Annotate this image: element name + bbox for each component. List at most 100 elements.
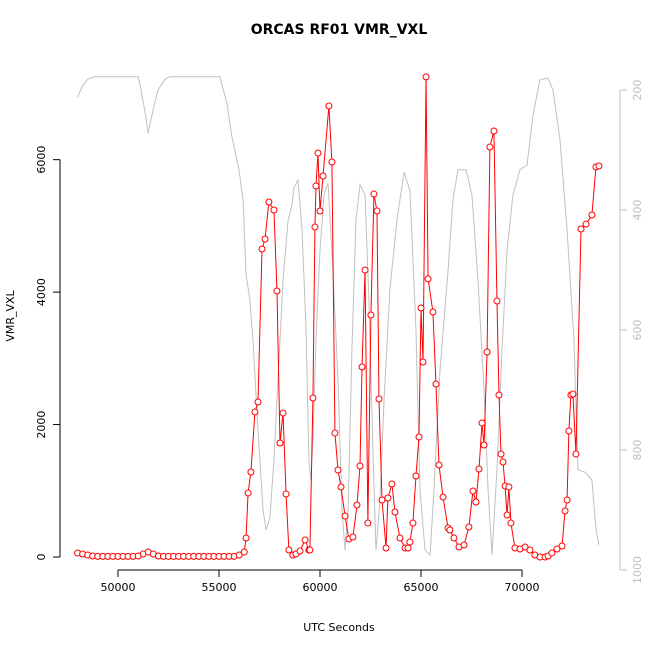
data-point [285,546,293,554]
data-point [406,538,414,546]
data-point [483,348,491,356]
data-point [493,297,501,305]
y-tick-label: 2000 [35,411,48,439]
data-point [258,245,266,253]
data-point [311,223,319,231]
data-point [325,102,333,110]
data-point [435,461,443,469]
data-point [353,501,361,509]
data-point [424,275,432,283]
data-point [384,494,392,502]
y-tick-label: 0 [35,554,48,561]
data-point [331,429,339,437]
y2-tick-label: 800 [631,440,644,461]
data-point [382,544,390,552]
data-point [282,490,290,498]
data-point [334,466,342,474]
y-tick-label: 4000 [35,278,48,306]
data-point [478,419,486,427]
data-point [558,542,566,550]
data-point [404,544,412,552]
data-point [569,390,577,398]
data-point [582,220,590,228]
data-point [526,546,534,554]
data-point [319,172,327,180]
data-point [521,543,529,551]
x-tick-label: 60000 [303,581,338,594]
data-point [242,534,250,542]
data-point [349,533,357,541]
data-point [422,73,430,81]
data-point [561,507,569,515]
y-tick-label: 6000 [35,146,48,174]
data-point [446,526,454,534]
x-axis-label: UTC Seconds [303,621,375,634]
data-point [565,427,573,435]
data-point [495,391,503,399]
data-point [499,458,507,466]
series-line [77,76,600,557]
data-point [388,480,396,488]
data-point [507,519,515,527]
data-point [439,493,447,501]
data-point [328,158,336,166]
data-point [469,487,477,495]
data-point [588,211,596,219]
data-point [341,512,349,520]
data-point [497,450,505,458]
data-point [375,395,383,403]
data-point [364,519,372,527]
data-point [490,127,498,135]
data-point [480,441,488,449]
x-tick-label: 65000 [404,581,439,594]
data-point [412,472,420,480]
data-point [373,207,381,215]
data-point [244,489,252,497]
x-tick-label: 55000 [201,581,236,594]
data-point [486,143,494,151]
data-point [553,545,561,553]
data-point [301,536,309,544]
data-point [312,182,320,190]
data-point [367,311,375,319]
data-point [265,198,273,206]
chart-title: ORCAS RF01 VMR_VXL [251,22,428,38]
data-point [465,523,473,531]
data-point [337,483,345,491]
data-point [235,551,243,559]
data-point [475,465,483,473]
data-point [316,207,324,215]
y2-tick-label: 200 [631,80,644,101]
data-point [460,541,468,549]
data-point [595,162,603,170]
data-point [314,149,322,157]
y2-tick-label: 400 [631,200,644,221]
data-point [247,468,255,476]
data-point [396,534,404,542]
y2-tick-label: 600 [631,320,644,341]
data-point [429,308,437,316]
data-point [548,549,556,557]
data-point [276,439,284,447]
data-point [505,483,513,491]
data-point [306,546,314,554]
data-point [356,462,364,470]
data-point [563,496,571,504]
data-point [296,547,304,555]
x-tick-label: 70000 [505,581,540,594]
data-point [572,450,580,458]
data-point [261,235,269,243]
y-axis-label: VMR_VXL [4,289,17,341]
data-point [409,519,417,527]
data-point [358,363,366,371]
data-point [391,508,399,516]
data-point [273,287,281,295]
data-point [309,394,317,402]
data-point [251,408,259,416]
data-point [417,304,425,312]
data-point [577,225,585,233]
data-point [378,496,386,504]
data-point [415,433,423,441]
data-point [370,190,378,198]
